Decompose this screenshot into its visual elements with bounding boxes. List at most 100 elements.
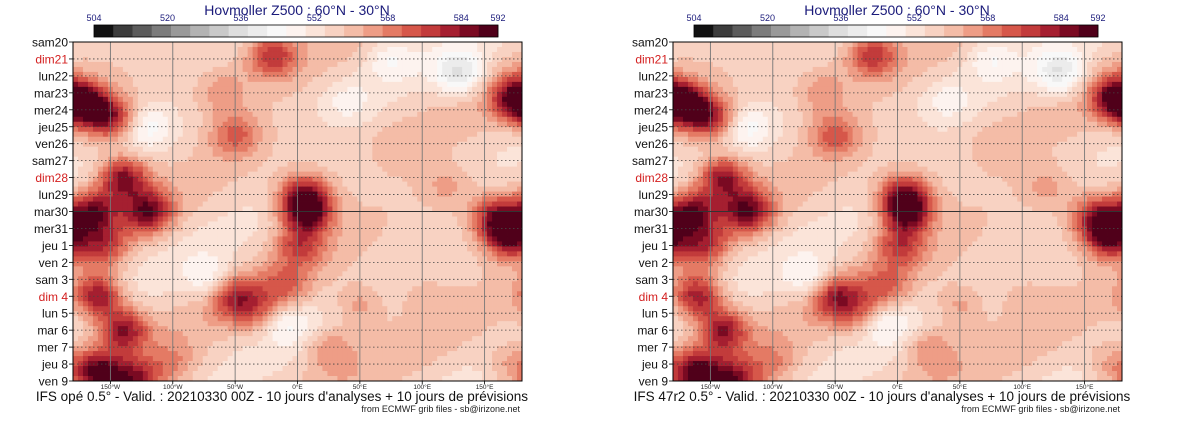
heatmap-cell: [282, 166, 288, 173]
heatmap-cell: [457, 42, 463, 48]
heatmap-cell: [397, 226, 403, 232]
heatmap-cell: [487, 201, 493, 207]
heatmap-cell: [137, 126, 144, 133]
heatmap-cell: [422, 261, 428, 267]
heatmap-cell: [97, 96, 104, 103]
heatmap-cell: [327, 296, 333, 302]
heatmap-cell: [152, 116, 159, 123]
heatmap-cell: [112, 96, 119, 103]
heatmap-cell: [222, 121, 229, 128]
heatmap-cell: [162, 201, 169, 207]
heatmap-cell: [392, 166, 398, 173]
heatmap-cell: [297, 226, 303, 232]
heatmap-cell: [387, 76, 393, 83]
heatmap-cell: [237, 96, 244, 103]
heatmap-cell: [412, 56, 418, 63]
heatmap-cell: [437, 42, 443, 48]
heatmap-cell: [127, 76, 134, 83]
heatmap-cell: [142, 271, 149, 277]
heatmap-cell: [112, 211, 119, 217]
heatmap-cell: [437, 246, 443, 252]
heatmap-cell: [242, 186, 249, 192]
heatmap-cell: [172, 81, 179, 88]
heatmap-cell: [162, 251, 169, 257]
heatmap-cell: [322, 201, 328, 207]
heatmap-cell: [202, 296, 209, 302]
heatmap-cell: [292, 121, 298, 128]
heatmap-cell: [112, 106, 119, 113]
colorbar-swatch: [113, 25, 133, 37]
heatmap-cell: [282, 126, 288, 133]
heatmap-cell: [432, 281, 438, 287]
heatmap-cell: [82, 96, 89, 103]
heatmap-cell: [457, 81, 463, 88]
heatmap-cell: [167, 166, 174, 173]
heatmap-cell: [497, 156, 503, 163]
heatmap-cell: [517, 186, 523, 192]
heatmap-cell: [112, 91, 119, 98]
heatmap-cell: [377, 276, 383, 282]
heatmap-cell: [172, 216, 179, 222]
heatmap-cell: [377, 196, 383, 202]
heatmap-cell: [207, 206, 214, 212]
heatmap-cell: [252, 231, 258, 237]
heatmap-cell: [302, 196, 308, 202]
heatmap-cell: [212, 251, 219, 257]
heatmap-cell: [322, 241, 328, 247]
heatmap-cell: [222, 91, 229, 98]
heatmap-cell: [122, 176, 129, 182]
heatmap-cell: [447, 61, 453, 68]
heatmap-cell: [262, 251, 268, 257]
heatmap-cell: [342, 161, 348, 168]
heatmap-cell: [142, 141, 149, 148]
heatmap-cell: [192, 96, 199, 103]
heatmap-cell: [417, 186, 423, 192]
heatmap-cell: [452, 91, 458, 98]
heatmap-cell: [452, 206, 458, 212]
heatmap-cell: [187, 116, 194, 123]
heatmap-cell: [282, 161, 288, 168]
heatmap-cell: [402, 266, 408, 272]
heatmap-cell: [392, 216, 398, 222]
heatmap-cell: [402, 141, 408, 148]
heatmap-cell: [487, 211, 493, 217]
heatmap-cell: [297, 166, 303, 173]
heatmap-cell: [322, 141, 328, 148]
heatmap-cell: [462, 56, 468, 63]
heatmap-cell: [237, 261, 244, 267]
heatmap-cell: [282, 136, 288, 143]
heatmap-cell: [352, 81, 358, 88]
heatmap-cell: [422, 121, 428, 128]
heatmap-cell: [167, 121, 174, 128]
heatmap-cell: [397, 266, 403, 272]
heatmap-cell: [337, 246, 343, 252]
heatmap-cell: [152, 61, 159, 68]
heatmap-cell: [307, 56, 313, 63]
heatmap-cell: [152, 271, 159, 277]
heatmap-cell: [97, 166, 104, 173]
heatmap-cell: [472, 146, 478, 153]
heatmap-cell: [237, 216, 244, 222]
heatmap-cell: [447, 171, 453, 178]
heatmap-cell: [477, 181, 483, 187]
heatmap-cell: [282, 101, 288, 108]
heatmap-cell: [412, 106, 418, 113]
heatmap-cell: [517, 211, 523, 217]
heatmap-cell: [217, 146, 224, 153]
heatmap-cell: [347, 231, 353, 237]
heatmap-cell: [432, 246, 438, 252]
heatmap-cell: [412, 126, 418, 133]
heatmap-cell: [377, 206, 383, 212]
heatmap-cell: [122, 111, 129, 118]
heatmap-cell: [407, 161, 413, 168]
heatmap-cell: [177, 276, 184, 282]
heatmap-cell: [242, 226, 249, 232]
heatmap-cell: [77, 186, 84, 192]
heatmap-cell: [492, 106, 498, 113]
heatmap-cell: [92, 206, 99, 212]
heatmap-cell: [87, 121, 94, 128]
heatmap-cell: [432, 161, 438, 168]
heatmap-cell: [222, 71, 229, 78]
heatmap-cell: [392, 271, 398, 277]
heatmap-cell: [152, 236, 159, 242]
